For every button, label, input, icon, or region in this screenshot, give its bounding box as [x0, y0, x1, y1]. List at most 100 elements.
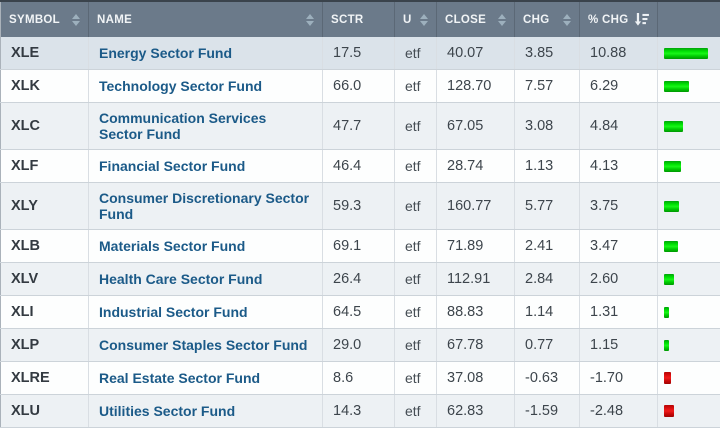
column-label: CLOSE: [445, 13, 487, 26]
column-label: NAME: [97, 13, 133, 26]
table-row[interactable]: XLC Communication Services Sector Fund 4…: [0, 102, 720, 150]
table-row[interactable]: XLI Industrial Sector Fund 64.5 etf 88.8…: [0, 295, 720, 329]
pct-chg-bar-cell: [657, 328, 720, 362]
column-header-close[interactable]: CLOSE: [436, 1, 515, 37]
fund-name-link[interactable]: Technology Sector Fund: [99, 77, 263, 94]
table-header: SYMBOL NAME SCTR U CLOSE CHG % CHG: [0, 1, 720, 37]
close-cell: 67.78: [436, 328, 515, 362]
table-row[interactable]: XLV Health Care Sector Fund 26.4 etf 112…: [0, 262, 720, 296]
pct-chg-bar-cell: [657, 149, 720, 183]
close-cell: 160.77: [436, 182, 515, 230]
pct-change-bar: [664, 372, 671, 385]
table-row[interactable]: XLF Financial Sector Fund 46.4 etf 28.74…: [0, 149, 720, 183]
chg-cell: 7.57: [514, 69, 580, 103]
pct-chg-bar-cell: [657, 102, 720, 150]
pct-chg-bar-cell: [657, 37, 720, 70]
universe-cell: etf: [394, 394, 437, 428]
close-cell: 62.83: [436, 394, 515, 428]
sctr-cell: 69.1: [322, 229, 395, 263]
fund-name-link[interactable]: Utilities Sector Fund: [99, 402, 236, 419]
pct-chg-cell: 4.13: [579, 149, 658, 183]
fund-name-link[interactable]: Consumer Staples Sector Fund: [99, 336, 308, 353]
symbol-cell: XLI: [0, 295, 89, 329]
column-label: % CHG: [588, 13, 629, 26]
close-cell: 112.91: [436, 262, 515, 296]
pct-chg-bar-cell: [657, 295, 720, 329]
chg-cell: 1.14: [514, 295, 580, 329]
symbol-cell: XLY: [0, 182, 89, 230]
symbol-cell: XLB: [0, 229, 89, 263]
sctr-cell: 46.4: [322, 149, 395, 183]
chg-cell: 1.13: [514, 149, 580, 183]
pct-change-bar: [664, 160, 681, 172]
chg-cell: 3.85: [514, 37, 580, 70]
fund-name-link[interactable]: Industrial Sector Fund: [99, 303, 248, 320]
close-cell: 88.83: [436, 295, 515, 329]
table-row[interactable]: XLK Technology Sector Fund 66.0 etf 128.…: [0, 69, 720, 103]
fund-name-link[interactable]: Energy Sector Fund: [99, 44, 233, 61]
pct-chg-cell: 10.88: [579, 37, 658, 70]
pct-change-bar: [664, 273, 674, 285]
table-row[interactable]: XLE Energy Sector Fund 17.5 etf 40.07 3.…: [0, 37, 720, 70]
symbol-cell: XLC: [0, 102, 89, 150]
fund-name-link[interactable]: Materials Sector Fund: [99, 237, 246, 254]
table-row[interactable]: XLP Consumer Staples Sector Fund 29.0 et…: [0, 328, 720, 362]
fund-name-link[interactable]: Health Care Sector Fund: [99, 270, 263, 287]
pct-chg-bar-cell: [657, 262, 720, 296]
sctr-cell: 26.4: [322, 262, 395, 296]
fund-name-link[interactable]: Financial Sector Fund: [99, 157, 246, 174]
column-header-pct-chg[interactable]: % CHG: [579, 1, 658, 37]
pct-change-bar: [664, 240, 678, 252]
pct-chg-cell: 1.31: [579, 295, 658, 329]
close-cell: 128.70: [436, 69, 515, 103]
universe-cell: etf: [394, 361, 437, 395]
table-body: XLE Energy Sector Fund 17.5 etf 40.07 3.…: [0, 37, 720, 428]
chg-cell: -0.63: [514, 361, 580, 395]
column-header-sctr[interactable]: SCTR: [322, 1, 395, 37]
pct-chg-cell: 4.84: [579, 102, 658, 150]
universe-cell: etf: [394, 182, 437, 230]
column-label: U: [403, 13, 412, 26]
fund-name-link[interactable]: Consumer Discretionary Sector Fund: [99, 189, 310, 222]
column-header-chg[interactable]: CHG: [514, 1, 580, 37]
chg-cell: 2.41: [514, 229, 580, 263]
sctr-cell: 47.7: [322, 102, 395, 150]
pct-change-bar: [664, 339, 669, 351]
pct-chg-bar-cell: [657, 394, 720, 428]
sort-descending-icon: [634, 13, 649, 26]
column-header-name[interactable]: NAME: [88, 1, 323, 37]
chg-cell: -1.59: [514, 394, 580, 428]
symbol-cell: XLE: [0, 37, 89, 70]
chg-cell: 3.08: [514, 102, 580, 150]
pct-chg-bar-cell: [657, 69, 720, 103]
sort-icon: [563, 13, 571, 26]
column-header-symbol[interactable]: SYMBOL: [0, 1, 89, 37]
pct-chg-cell: 1.15: [579, 328, 658, 362]
fund-name-link[interactable]: Communication Services Sector Fund: [99, 109, 267, 142]
pct-chg-cell: 3.47: [579, 229, 658, 263]
fund-name-link[interactable]: Real Estate Sector Fund: [99, 369, 261, 386]
symbol-cell: XLRE: [0, 361, 89, 395]
column-header-universe[interactable]: U: [394, 1, 437, 37]
sctr-cell: 29.0: [322, 328, 395, 362]
sort-icon: [306, 13, 314, 26]
table-row[interactable]: XLY Consumer Discretionary Sector Fund 5…: [0, 182, 720, 230]
sctr-cell: 8.6: [322, 361, 395, 395]
column-header-chart: [657, 1, 720, 37]
sort-icon: [498, 13, 506, 26]
sctr-cell: 59.3: [322, 182, 395, 230]
sctr-cell: 66.0: [322, 69, 395, 103]
column-label: CHG: [523, 13, 550, 26]
chg-cell: 2.84: [514, 262, 580, 296]
chg-cell: 0.77: [514, 328, 580, 362]
sort-icon: [72, 13, 80, 26]
pct-chg-cell: 3.75: [579, 182, 658, 230]
table-row[interactable]: XLB Materials Sector Fund 69.1 etf 71.89…: [0, 229, 720, 263]
symbol-cell: XLU: [0, 394, 89, 428]
universe-cell: etf: [394, 328, 437, 362]
universe-cell: etf: [394, 37, 437, 70]
table-row[interactable]: XLRE Real Estate Sector Fund 8.6 etf 37.…: [0, 361, 720, 395]
sctr-cell: 64.5: [322, 295, 395, 329]
table-row[interactable]: XLU Utilities Sector Fund 14.3 etf 62.83…: [0, 394, 720, 428]
